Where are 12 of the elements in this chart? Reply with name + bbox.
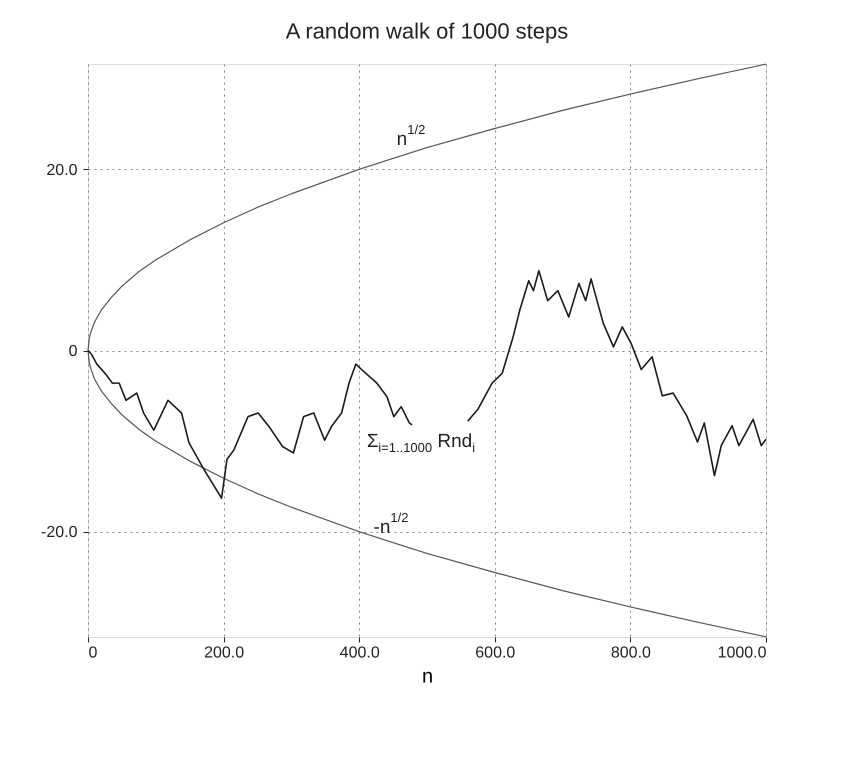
y-tick-label: -20.0 xyxy=(41,524,78,542)
x-tick-label: 600.0 xyxy=(475,644,516,662)
x-tick-label: 200.0 xyxy=(204,644,244,662)
line-series xyxy=(87,64,767,638)
x-tick-label: 0 xyxy=(88,644,98,662)
x-tick-label: 800.0 xyxy=(610,644,652,662)
x-tick-label: 400.0 xyxy=(340,644,380,662)
y-tick-label: 0 xyxy=(68,343,78,360)
x-axis-title: n xyxy=(422,666,434,688)
y-tick-label: 20.0 xyxy=(46,162,78,179)
x-tick-label: 1000.0 xyxy=(718,644,767,662)
chart-title: A random walk of 1000 steps xyxy=(286,18,568,44)
